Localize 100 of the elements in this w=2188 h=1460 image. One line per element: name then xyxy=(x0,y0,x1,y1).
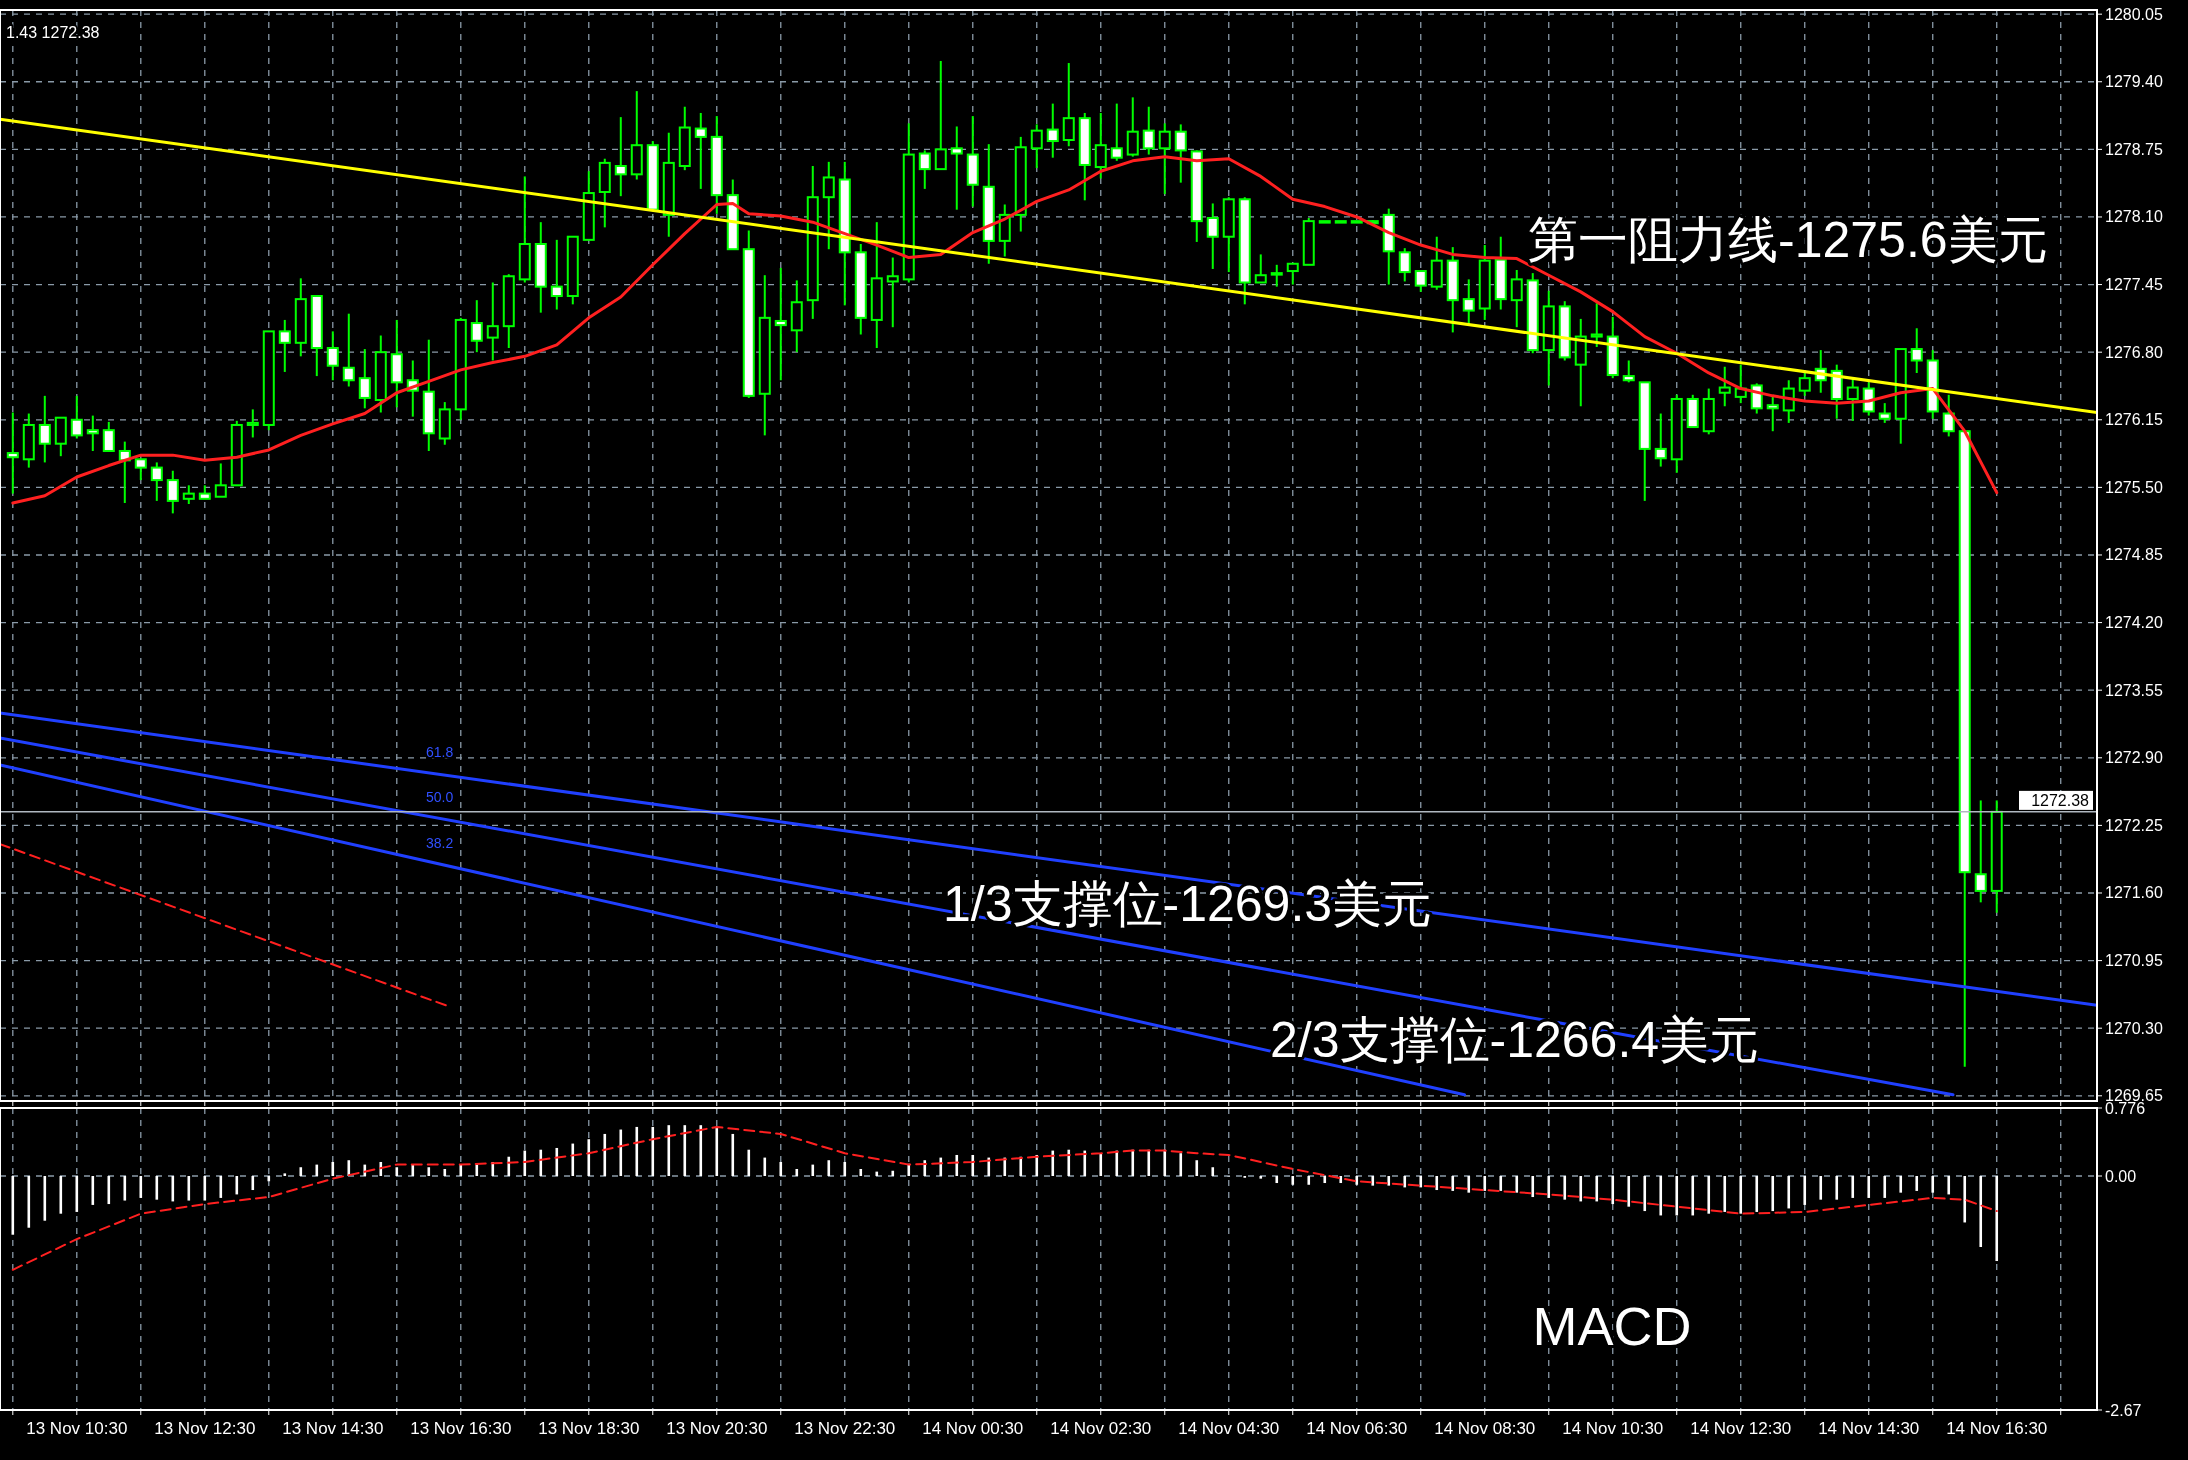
bar xyxy=(603,1133,607,1177)
candlestick xyxy=(918,149,931,190)
bar xyxy=(1643,1176,1647,1212)
bar xyxy=(539,1149,543,1177)
bar xyxy=(1595,1176,1599,1202)
candlestick xyxy=(1270,263,1283,288)
bar xyxy=(1099,1153,1103,1177)
bar xyxy=(699,1125,703,1177)
candlestick xyxy=(470,299,483,354)
bar xyxy=(571,1143,575,1177)
bar xyxy=(91,1176,95,1205)
candlestick xyxy=(1846,377,1859,422)
candlestick xyxy=(614,116,627,198)
bar xyxy=(27,1176,31,1228)
x-tick-label: 13 Nov 18:30 xyxy=(538,1419,640,1438)
bar xyxy=(1291,1176,1295,1185)
candlestick xyxy=(486,281,499,362)
bar xyxy=(155,1176,159,1200)
y-tick-label: 1279.40 xyxy=(2105,73,2163,91)
y-tick-label: 1278.10 xyxy=(2105,208,2163,226)
candlestick xyxy=(1094,111,1107,180)
candlestick xyxy=(934,59,947,171)
candlestick xyxy=(1158,122,1171,196)
bar xyxy=(651,1126,655,1177)
bar xyxy=(1563,1176,1567,1200)
bar xyxy=(219,1176,223,1198)
y-tick-label: 1272.25 xyxy=(2105,816,2163,834)
x-tick-label: 13 Nov 20:30 xyxy=(666,1419,768,1438)
bar xyxy=(1979,1176,1983,1247)
candlestick xyxy=(950,125,963,211)
candlestick xyxy=(150,461,163,502)
bar xyxy=(315,1164,319,1176)
candlestick xyxy=(246,408,259,439)
bar xyxy=(123,1176,127,1201)
bar xyxy=(587,1139,591,1177)
bar xyxy=(731,1133,735,1177)
bar xyxy=(1307,1176,1311,1185)
bar xyxy=(715,1126,719,1177)
bar xyxy=(11,1176,15,1235)
bar xyxy=(1531,1176,1535,1198)
bar xyxy=(1051,1150,1055,1176)
bar xyxy=(1915,1176,1919,1191)
candlestick xyxy=(182,484,195,506)
bar xyxy=(1179,1153,1183,1177)
candlestick xyxy=(1398,247,1411,283)
bar xyxy=(843,1161,847,1176)
bar xyxy=(1995,1176,1999,1262)
bar xyxy=(171,1176,175,1202)
annotation: 第一阻力线-1275.6美元 xyxy=(1528,212,2048,268)
annotation: 61.8 xyxy=(426,744,454,760)
y-tick-label: 1273.55 xyxy=(2105,681,2163,699)
bar xyxy=(1419,1176,1423,1188)
candlestick xyxy=(1414,270,1427,293)
bar xyxy=(1163,1149,1167,1177)
bar xyxy=(875,1171,879,1177)
bar xyxy=(203,1176,207,1201)
candlestick xyxy=(342,312,355,388)
x-tick-label: 13 Nov 16:30 xyxy=(410,1419,512,1438)
bar xyxy=(1483,1176,1487,1191)
bar xyxy=(619,1129,623,1177)
x-tick-label: 14 Nov 16:30 xyxy=(1946,1419,2048,1438)
bar xyxy=(1115,1150,1119,1176)
candlestick xyxy=(1622,359,1635,384)
candlestick xyxy=(358,348,371,410)
bar xyxy=(747,1149,751,1177)
bar xyxy=(1499,1176,1503,1191)
y-tick-label: 1272.90 xyxy=(2105,749,2163,767)
bar xyxy=(1659,1176,1663,1216)
bar xyxy=(763,1157,767,1176)
bar xyxy=(1771,1176,1775,1212)
bar xyxy=(635,1126,639,1177)
bar xyxy=(1723,1176,1727,1212)
y-tick-label: 1274.85 xyxy=(2105,546,2163,564)
y-tick-label: 1278.75 xyxy=(2105,140,2163,158)
bar xyxy=(859,1169,863,1177)
bar xyxy=(555,1147,559,1176)
bar xyxy=(1067,1149,1071,1177)
candlestick xyxy=(1510,269,1523,329)
bar xyxy=(1963,1176,1967,1223)
bar xyxy=(1387,1176,1391,1186)
bar xyxy=(667,1125,671,1177)
bar xyxy=(1035,1154,1039,1176)
bar xyxy=(459,1164,463,1176)
bar xyxy=(1627,1176,1631,1207)
bar xyxy=(1195,1160,1199,1176)
candlestick xyxy=(1206,202,1219,270)
bar xyxy=(1259,1176,1263,1179)
x-tick-label: 14 Nov 06:30 xyxy=(1306,1419,1408,1438)
candlestick xyxy=(1174,123,1187,184)
candlestick xyxy=(1590,302,1603,348)
bar xyxy=(1275,1176,1279,1184)
bar xyxy=(251,1176,255,1191)
x-tick-label: 13 Nov 10:30 xyxy=(26,1419,128,1438)
bar xyxy=(795,1169,799,1177)
bar xyxy=(1323,1176,1327,1184)
bar xyxy=(1931,1176,1935,1193)
annotation: 38.2 xyxy=(426,835,454,851)
bar xyxy=(1947,1176,1951,1195)
annotation: MACD xyxy=(1532,1296,1692,1356)
bar xyxy=(1547,1176,1551,1198)
